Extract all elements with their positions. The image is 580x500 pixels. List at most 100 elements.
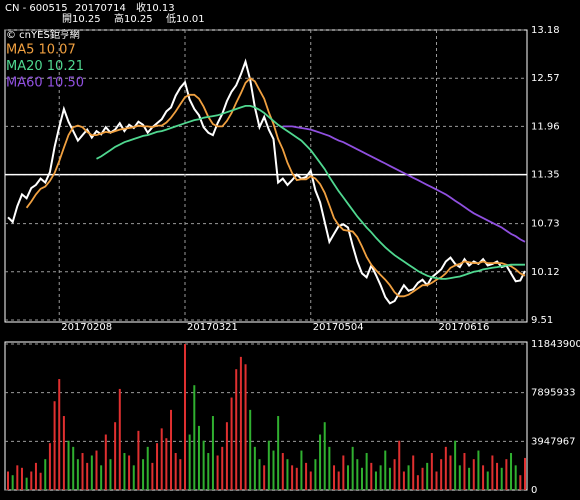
volume-bar	[309, 471, 312, 490]
legend-entry: MA60 10.50	[6, 76, 84, 91]
volume-bar	[486, 471, 489, 490]
date: 20170714	[75, 3, 126, 14]
volume-bar	[365, 453, 368, 490]
volume-bar	[86, 462, 89, 490]
volume-bar	[193, 385, 196, 490]
volume-bar	[272, 450, 275, 490]
volume-bar	[137, 430, 140, 490]
volume-bar	[20, 467, 23, 490]
legend-entry: MA20 10.21	[6, 59, 84, 74]
volume-bar	[249, 409, 252, 490]
volume-bar	[142, 459, 145, 490]
volume-bar	[328, 446, 331, 490]
y-tick-label: 12.57	[531, 73, 560, 84]
y-tick-label: 11.35	[531, 170, 560, 181]
volume-bar	[160, 428, 163, 490]
volume-bar	[472, 459, 475, 490]
volume-bar	[197, 425, 200, 490]
volume-bar	[412, 455, 415, 490]
series-line	[282, 125, 526, 243]
volume-bar	[477, 450, 480, 490]
volume-bar	[48, 443, 51, 490]
volume-bar	[81, 453, 84, 490]
volume-bar	[323, 422, 326, 490]
volume-bar	[211, 416, 214, 490]
volume-bar	[388, 467, 391, 490]
volume-bar	[132, 465, 135, 490]
volume-bar	[253, 446, 256, 490]
volume-bar	[342, 455, 345, 490]
low-price: 低10.01	[166, 12, 205, 25]
y-tick-label: 10.73	[531, 219, 560, 230]
volume-bar	[468, 467, 471, 490]
volume-bar	[165, 438, 168, 490]
volume-bar	[421, 467, 424, 490]
x-tick-label: 20170504	[313, 322, 364, 333]
volume-bar	[514, 465, 517, 490]
symbol: CN - 600515	[5, 3, 68, 14]
volume-bar	[444, 446, 447, 490]
y-tick-label: 7895933	[531, 388, 576, 399]
volume-bar	[90, 455, 93, 490]
volume-bar	[393, 459, 396, 490]
x-tick-label: 20170208	[61, 322, 112, 333]
y-tick-label: 10.12	[531, 267, 560, 278]
volume-bar	[407, 465, 410, 490]
volume-bar	[104, 434, 107, 490]
volume-bar	[510, 453, 513, 490]
volume-bar	[72, 446, 75, 490]
volume-bar	[267, 440, 270, 490]
volume-bar	[491, 455, 494, 490]
y-tick-label: 9.51	[531, 315, 553, 326]
volume-bar	[319, 434, 322, 490]
volume-bar	[146, 446, 149, 490]
volume-bar	[286, 459, 289, 490]
volume-bar	[370, 462, 373, 490]
volume-bar	[482, 465, 485, 490]
volume-bar	[524, 457, 526, 490]
volume-bar	[11, 475, 14, 490]
volume-bar	[39, 472, 42, 490]
volume-bar	[430, 453, 433, 490]
legend-entry: MA5 10.07	[6, 43, 76, 58]
volume-bar	[305, 462, 308, 490]
volume-bar	[202, 440, 205, 490]
volume-bar	[170, 409, 173, 490]
y-tick-label: 11843900	[531, 339, 580, 350]
volume-bar	[458, 465, 461, 490]
watermark: © cnYES鉅亨網	[6, 28, 80, 41]
volume-bar	[496, 462, 499, 490]
volume-bar	[244, 364, 247, 490]
volume-bar	[277, 416, 280, 490]
volume-bar	[7, 471, 9, 490]
x-tick-label: 20170616	[439, 322, 490, 333]
volume-bar	[188, 434, 191, 490]
volume-bar	[95, 450, 98, 490]
volume-bar	[67, 440, 70, 490]
volume-bar	[235, 369, 238, 490]
high-price: 高10.25	[114, 12, 153, 25]
volume-bar	[44, 459, 47, 490]
series-line	[25, 77, 526, 298]
y-tick-label: 0	[531, 485, 537, 496]
volume-bar	[53, 401, 56, 490]
volume-bar	[62, 416, 65, 490]
volume-bar	[379, 465, 382, 490]
volume-bar	[356, 459, 359, 490]
volume-bar	[463, 453, 466, 490]
y-tick-label: 3947967	[531, 436, 576, 447]
volume-bar	[519, 475, 522, 490]
series-line	[96, 105, 525, 280]
volume-bar	[76, 459, 79, 490]
volume-bar	[100, 465, 103, 490]
volume-bar	[151, 462, 154, 490]
volume-bar	[295, 467, 298, 490]
volume-bar	[337, 471, 340, 490]
volume-bar	[225, 422, 228, 490]
volume-bar	[291, 465, 294, 490]
volume-bar	[123, 453, 126, 490]
y-tick-label: 13.18	[531, 25, 560, 36]
volume-bar	[416, 475, 419, 490]
volume-bar	[398, 440, 401, 490]
volume-bar	[258, 459, 261, 490]
